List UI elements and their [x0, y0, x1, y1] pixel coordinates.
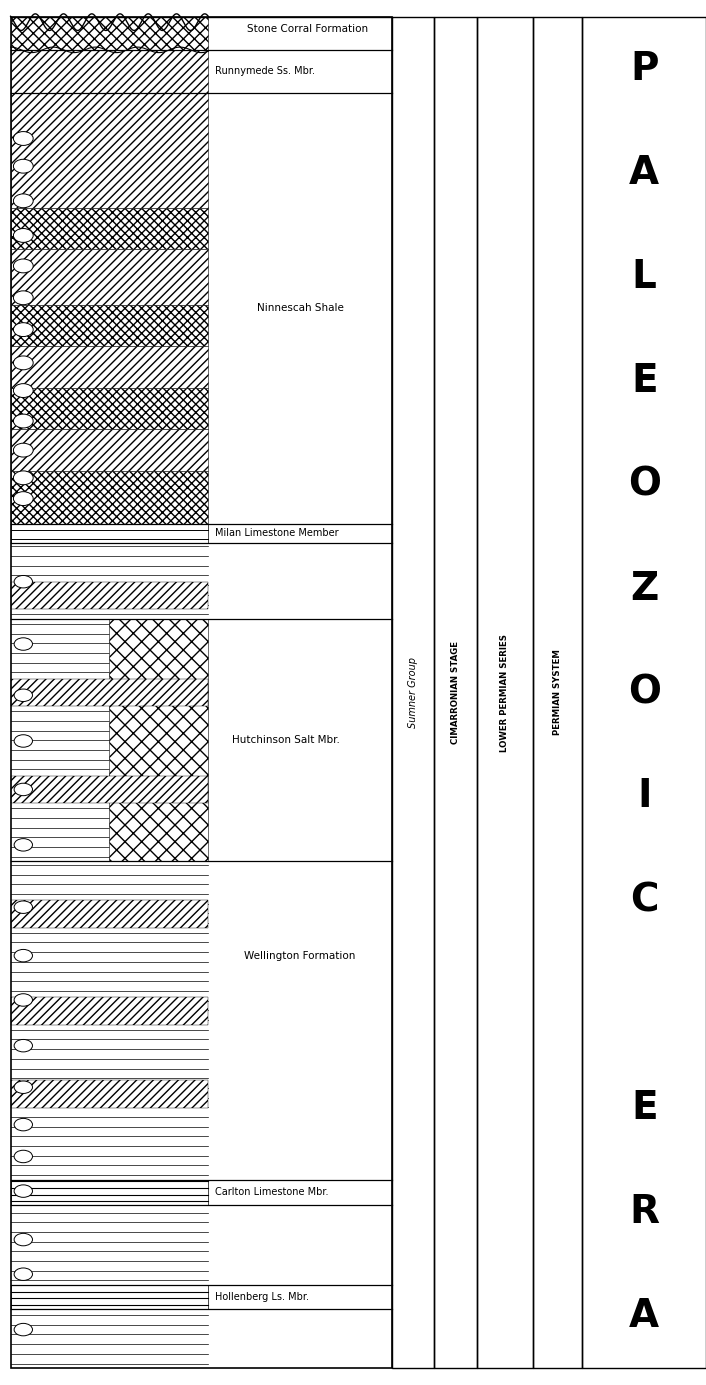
Ellipse shape: [13, 291, 33, 305]
Polygon shape: [11, 93, 208, 208]
Text: Runnymede Ss. Mbr.: Runnymede Ss. Mbr.: [215, 66, 316, 76]
Polygon shape: [11, 1080, 208, 1108]
Polygon shape: [109, 619, 208, 861]
Polygon shape: [582, 17, 706, 1368]
Ellipse shape: [14, 637, 32, 651]
Text: R: R: [629, 1194, 659, 1231]
Polygon shape: [11, 50, 208, 93]
Polygon shape: [11, 249, 208, 305]
Text: A: A: [629, 154, 659, 191]
Ellipse shape: [13, 194, 33, 208]
Ellipse shape: [14, 1269, 32, 1280]
Ellipse shape: [14, 735, 32, 748]
Polygon shape: [11, 997, 208, 1025]
Text: CIMARRONIAN STAGE: CIMARRONIAN STAGE: [451, 641, 460, 744]
Ellipse shape: [13, 414, 33, 428]
Polygon shape: [392, 17, 434, 1368]
Ellipse shape: [14, 1324, 32, 1335]
Ellipse shape: [13, 443, 33, 457]
Text: Carlton Limestone Mbr.: Carlton Limestone Mbr.: [215, 1187, 329, 1198]
Polygon shape: [11, 471, 208, 524]
Ellipse shape: [13, 132, 33, 145]
Polygon shape: [477, 17, 533, 1368]
Ellipse shape: [14, 1234, 32, 1246]
Ellipse shape: [13, 259, 33, 273]
Polygon shape: [11, 429, 208, 471]
Ellipse shape: [14, 1150, 32, 1163]
Text: Hutchinson Salt Mbr.: Hutchinson Salt Mbr.: [232, 735, 340, 745]
Text: Wellington Formation: Wellington Formation: [244, 950, 356, 961]
Text: P: P: [630, 50, 659, 87]
Ellipse shape: [14, 784, 32, 795]
Polygon shape: [11, 208, 208, 249]
Text: I: I: [637, 777, 652, 816]
Text: E: E: [631, 361, 657, 399]
Text: Hollenberg Ls. Mbr.: Hollenberg Ls. Mbr.: [215, 1292, 309, 1302]
Polygon shape: [11, 776, 208, 803]
Text: C: C: [630, 881, 659, 920]
Ellipse shape: [13, 323, 33, 337]
Ellipse shape: [14, 950, 32, 961]
Polygon shape: [11, 17, 208, 50]
Text: LOWER PERMIAN SERIES: LOWER PERMIAN SERIES: [501, 633, 509, 752]
Text: O: O: [628, 673, 661, 712]
Ellipse shape: [14, 1080, 32, 1094]
Text: Sumner Group: Sumner Group: [408, 656, 418, 729]
Ellipse shape: [13, 229, 33, 242]
Polygon shape: [11, 900, 208, 928]
Polygon shape: [533, 17, 582, 1368]
Text: A: A: [629, 1298, 659, 1335]
Polygon shape: [434, 17, 477, 1368]
Text: Stone Corral Formation: Stone Corral Formation: [246, 24, 368, 35]
Text: PERMIAN SYSTEM: PERMIAN SYSTEM: [554, 650, 562, 735]
Ellipse shape: [13, 159, 33, 173]
Ellipse shape: [14, 839, 32, 850]
Polygon shape: [11, 346, 208, 388]
Text: O: O: [628, 465, 661, 504]
Text: E: E: [631, 1090, 657, 1127]
Polygon shape: [11, 582, 208, 609]
Ellipse shape: [13, 471, 33, 485]
Ellipse shape: [14, 1039, 32, 1053]
Ellipse shape: [14, 902, 32, 914]
Polygon shape: [11, 679, 208, 706]
Polygon shape: [11, 17, 392, 1368]
Ellipse shape: [13, 384, 33, 397]
Ellipse shape: [14, 1186, 32, 1197]
Text: L: L: [632, 258, 657, 295]
Ellipse shape: [14, 690, 32, 702]
Ellipse shape: [14, 994, 32, 1006]
Text: Milan Limestone Member: Milan Limestone Member: [215, 528, 339, 539]
Ellipse shape: [13, 492, 33, 506]
Text: Z: Z: [630, 569, 659, 608]
Polygon shape: [11, 305, 208, 346]
Text: Ninnescah Shale: Ninnescah Shale: [256, 303, 344, 313]
Ellipse shape: [14, 1119, 32, 1130]
Ellipse shape: [14, 576, 32, 587]
Polygon shape: [11, 388, 208, 429]
Ellipse shape: [13, 356, 33, 370]
